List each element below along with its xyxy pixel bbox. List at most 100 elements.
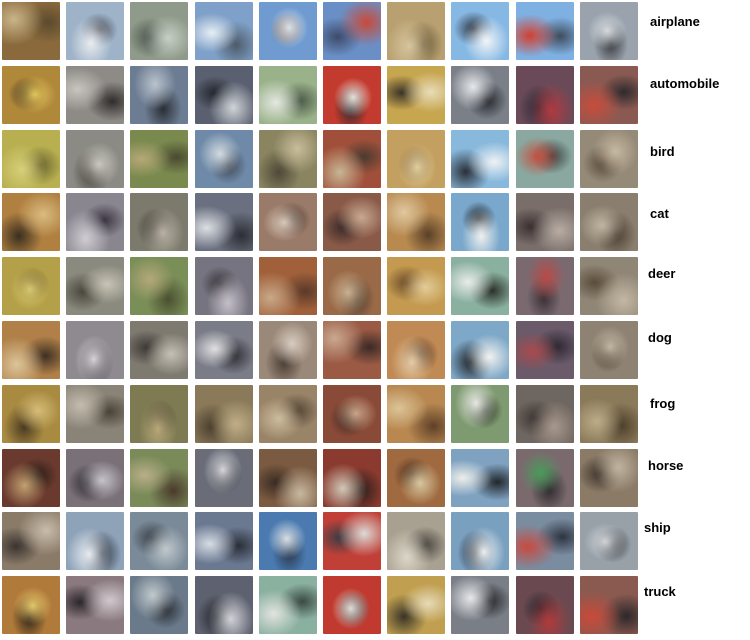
generated-image-thumbnail (387, 193, 446, 252)
generated-image-thumbnail (451, 321, 510, 379)
generated-image-thumbnail (258, 321, 317, 379)
class-label: horse (648, 457, 684, 473)
generated-image-thumbnail (258, 65, 317, 124)
generated-image-thumbnail (66, 321, 125, 379)
sample-row: ship (2, 512, 750, 572)
generated-image-thumbnail (515, 257, 574, 316)
generated-image-thumbnail (387, 384, 446, 443)
sample-row: deer (2, 257, 750, 317)
generated-image-thumbnail (579, 257, 638, 316)
generated-image-thumbnail (66, 193, 125, 252)
generated-image-thumbnail (2, 576, 60, 635)
generated-image-thumbnail (579, 512, 638, 571)
generated-image-thumbnail (130, 384, 189, 443)
generated-image-thumbnail (515, 65, 574, 124)
generated-image-thumbnail (515, 129, 574, 188)
sample-row: horse (2, 448, 750, 509)
generated-image-thumbnail (515, 512, 574, 571)
generated-image-thumbnail (258, 193, 317, 252)
generated-image-thumbnail (2, 321, 60, 379)
generated-image-thumbnail (258, 448, 317, 507)
generated-image-thumbnail (66, 512, 125, 571)
generated-image-thumbnail (451, 257, 510, 316)
generated-image-thumbnail (2, 65, 60, 124)
generated-image-thumbnail (579, 384, 638, 443)
generated-image-thumbnail (2, 512, 60, 571)
generated-image-thumbnail (2, 193, 60, 252)
generated-image-thumbnail (130, 193, 189, 252)
generated-image-thumbnail (515, 2, 574, 60)
sample-row: dog (2, 321, 750, 381)
generated-image-thumbnail (66, 384, 125, 443)
generated-image-thumbnail (194, 193, 253, 252)
generated-image-thumbnail (387, 512, 446, 571)
generated-image-thumbnail (579, 65, 638, 124)
generated-image-thumbnail (451, 576, 510, 635)
class-label: cat (650, 205, 669, 221)
generated-image-thumbnail (2, 384, 60, 443)
generated-image-thumbnail (387, 257, 446, 316)
generated-image-thumbnail (194, 129, 253, 188)
class-label: truck (644, 583, 676, 599)
class-label: frog (650, 395, 676, 411)
generated-image-thumbnail (66, 257, 125, 316)
generated-image-thumbnail (194, 257, 253, 316)
generated-image-thumbnail (194, 384, 253, 443)
generated-image-thumbnail (323, 2, 381, 60)
generated-image-thumbnail (194, 576, 253, 635)
generated-image-thumbnail (258, 129, 317, 188)
generated-image-thumbnail (579, 193, 638, 252)
generated-image-thumbnail (451, 129, 510, 188)
generated-image-thumbnail (323, 384, 381, 443)
generated-image-thumbnail (323, 193, 381, 252)
generated-image-thumbnail (323, 576, 381, 635)
sample-row: automobile (2, 65, 750, 126)
generated-image-thumbnail (130, 448, 189, 507)
generated-image-thumbnail (515, 384, 574, 443)
generated-image-thumbnail (387, 576, 446, 635)
generated-image-thumbnail (579, 2, 638, 60)
generated-image-thumbnail (66, 448, 125, 507)
generated-image-thumbnail (258, 257, 317, 316)
generated-image-thumbnail (387, 2, 446, 60)
generated-image-thumbnail (451, 65, 510, 124)
generated-image-thumbnail (387, 448, 446, 507)
generated-image-thumbnail (2, 129, 60, 188)
generated-image-thumbnail (130, 257, 189, 316)
sample-row: bird (2, 129, 750, 190)
generated-image-thumbnail (258, 2, 317, 60)
generated-image-thumbnail (66, 65, 125, 124)
generated-image-thumbnail (451, 384, 510, 443)
generated-image-thumbnail (66, 129, 125, 188)
generated-image-thumbnail (579, 321, 638, 379)
sample-row: cat (2, 193, 750, 253)
generated-image-thumbnail (194, 2, 253, 60)
generated-image-thumbnail (194, 512, 253, 571)
sample-row: airplane (2, 2, 750, 62)
generated-image-thumbnail (194, 65, 253, 124)
class-label: airplane (650, 14, 700, 29)
generated-image-thumbnail (451, 193, 510, 252)
generated-image-thumbnail (2, 2, 60, 60)
generated-image-thumbnail (451, 512, 510, 571)
generated-image-thumbnail (258, 384, 317, 443)
generated-image-thumbnail (194, 448, 253, 507)
generated-image-thumbnail (130, 129, 189, 188)
generated-image-thumbnail (130, 2, 189, 60)
generated-image-thumbnail (451, 448, 510, 507)
class-label: dog (648, 330, 672, 345)
generated-image-thumbnail (579, 576, 638, 635)
generated-image-thumbnail (515, 193, 574, 252)
generated-image-thumbnail (579, 448, 638, 507)
generated-image-thumbnail (323, 65, 381, 124)
class-label: ship (644, 519, 671, 535)
generated-image-thumbnail (323, 512, 381, 571)
generated-image-thumbnail (579, 129, 638, 188)
generated-image-thumbnail (515, 576, 574, 635)
generated-image-thumbnail (515, 448, 574, 507)
generated-image-thumbnail (2, 257, 60, 316)
generated-image-thumbnail (258, 576, 317, 635)
generated-image-thumbnail (130, 576, 189, 635)
generated-image-thumbnail (66, 576, 125, 635)
